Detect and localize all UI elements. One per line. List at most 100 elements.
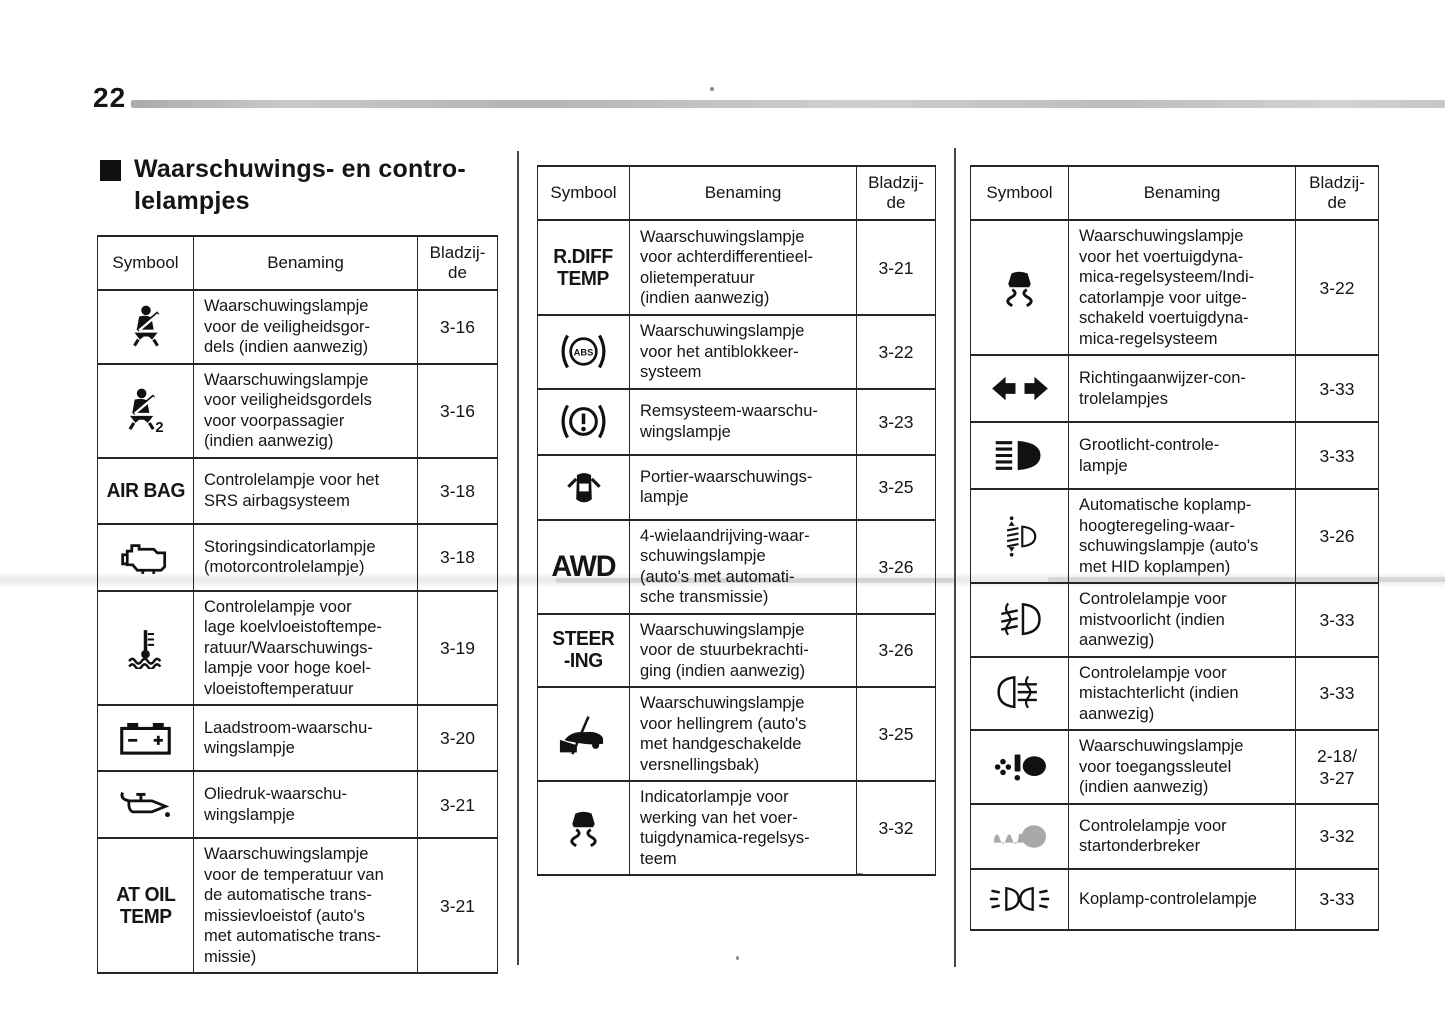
indicator-lamp-table: Symbool Benaming Bladzij- de Waarschuwingsl… — [97, 235, 498, 974]
circle-el — [591, 741, 599, 749]
battery-icon — [119, 722, 172, 755]
path-el — [1021, 602, 1041, 636]
path-el — [1024, 376, 1048, 401]
page-reference: 3-18 — [417, 522, 498, 592]
table-row: AIR BAG Controlelampje voor het SRS airba… — [97, 456, 498, 525]
path-el — [1024, 676, 1032, 709]
path-el — [136, 315, 154, 330]
symbol-cell: STEER -ING — [537, 612, 630, 688]
lamp-name: Remsysteem-waarschu- wingslampje — [629, 387, 857, 456]
circle-el — [569, 337, 598, 366]
table-row: 2 Waarschuwingslampje voor veiligheidsgor… — [97, 362, 498, 459]
circle-el — [165, 812, 170, 818]
lamp-name: Waarschuwingslampje voor hellingrem (aut… — [629, 686, 857, 782]
lamp-name: Waarschuwingslampje voor de veiligheidsg… — [193, 289, 418, 365]
seatbelt-passenger-icon: 2 — [123, 388, 168, 434]
page-reference: 3-22 — [856, 314, 936, 390]
warning-lamps-table-right: Symbool Benaming Bladzij- de Waarschuwingsl… — [970, 165, 1379, 931]
page-reference: 3-33 — [1295, 867, 1379, 931]
table-row: Grootlicht-controle- lampje 3-33 — [970, 421, 1379, 490]
page-column-header: Bladzij- de — [417, 235, 498, 291]
symbol-cell — [537, 453, 630, 521]
table-row: R.DIFF TEMP Waarschuwingslampje voor acht… — [537, 219, 936, 316]
svg-el: ABS — [561, 335, 606, 369]
rear-fog-light-icon — [996, 676, 1043, 709]
circle-el — [569, 407, 598, 436]
warning-lamps-table-middle: Symbool Benaming Bladzij- de R.DIFF TEMP Waa… — [537, 165, 936, 876]
ellipse-el — [1022, 756, 1046, 776]
page-reference: 3-33 — [1295, 354, 1379, 423]
page-reference: 3-33 — [1295, 655, 1379, 731]
table-row: Controlelampje voor mistachterlicht (ind… — [970, 655, 1379, 731]
table-row: Koplamp-controlelampje 3-33 — [970, 867, 1379, 931]
table-row: Waarschuwingslampje voor het voertuigdyn… — [970, 219, 1379, 356]
abs-icon: ABS — [556, 335, 611, 369]
symbol-cell: ABS — [537, 314, 630, 390]
line-el — [991, 904, 1000, 909]
symbol-text: STEER -ING — [552, 628, 615, 673]
symbol-cell: R.DIFF TEMP — [537, 219, 630, 316]
table-row: Automatische koplamp- hoogteregeling-waa… — [970, 488, 1379, 584]
rect-el — [120, 726, 171, 755]
text-el: ABS — [574, 348, 594, 358]
lamp-name: Storingsindicatorlampje (motorcontrolela… — [193, 522, 418, 592]
path-el — [1022, 287, 1033, 307]
lamp-name: Waarschuwingslampje voor de temperatuur … — [193, 837, 418, 974]
symbol-cell — [970, 354, 1069, 423]
immobilizer-key-icon — [991, 824, 1049, 848]
symbol-text: R.DIFF TEMP — [553, 245, 614, 290]
symbol-cell — [97, 522, 194, 592]
path-el — [1008, 271, 1031, 287]
line-el — [1006, 537, 1019, 542]
path-el — [129, 415, 154, 423]
path-el — [1008, 546, 1015, 552]
lamp-name: Controlelampje voor het SRS airbagsystee… — [193, 456, 418, 525]
path-el — [1019, 886, 1034, 912]
line-el — [566, 477, 577, 488]
symbol-cell — [970, 729, 1069, 805]
hill-start-icon — [557, 715, 611, 755]
path-el — [132, 398, 150, 413]
path-el — [128, 657, 162, 665]
door-open-icon — [566, 472, 602, 502]
circle-el — [136, 388, 147, 399]
symbol-cell — [970, 488, 1069, 584]
symbol-cell — [97, 704, 194, 772]
circle-el — [1014, 774, 1020, 781]
line-el — [148, 422, 155, 430]
g-el — [994, 754, 1046, 781]
svg-el — [566, 472, 601, 502]
svg-el — [132, 305, 159, 347]
table-row: Controlelampje voor lage koelvloeistofte… — [97, 589, 498, 706]
lamp-name: Richtingaanwijzer-con- trolelampjes — [1068, 354, 1296, 423]
lamp-name: Waarschuwingslampje voor het antiblokkee… — [629, 314, 857, 390]
headlight-icon — [988, 886, 1051, 912]
page-reference: 3-32 — [1295, 802, 1379, 870]
symbol-cell: AIR BAG — [97, 456, 194, 525]
table-row: Storingsindicatorlampje (motorcontrolela… — [97, 522, 498, 592]
page-reference: 3-32 — [856, 780, 936, 876]
page-reference: 3-33 — [1295, 582, 1379, 658]
name-column-header: Benaming — [193, 235, 418, 291]
lamp-name: Automatische koplamp- hoogteregeling-waa… — [1068, 488, 1296, 584]
path-el — [1006, 287, 1017, 307]
circle-el — [994, 763, 1000, 770]
table-header-row: Symbool Benaming Bladzij- de — [97, 235, 498, 291]
line-el — [137, 313, 159, 332]
rect-el — [1014, 754, 1020, 772]
line-el — [132, 339, 140, 347]
line-el — [133, 396, 155, 415]
path-el — [1004, 602, 1012, 636]
g-el — [564, 731, 603, 749]
path-el — [991, 376, 1015, 401]
table-row: Waarschuwingslampje voor hellingrem (aut… — [537, 686, 936, 782]
rect-el — [127, 722, 139, 728]
name-column-header: Benaming — [629, 165, 857, 221]
lamp-name: Grootlicht-controle- lampje — [1068, 421, 1296, 490]
line-el — [1000, 624, 1019, 631]
circle-el — [999, 758, 1006, 765]
circle-el — [581, 426, 586, 432]
svg-el: 2 — [128, 388, 164, 434]
indicator-lamp-table: Symbool Benaming Bladzij- de Waarschuwingsl… — [970, 165, 1379, 931]
line-el — [151, 339, 159, 347]
